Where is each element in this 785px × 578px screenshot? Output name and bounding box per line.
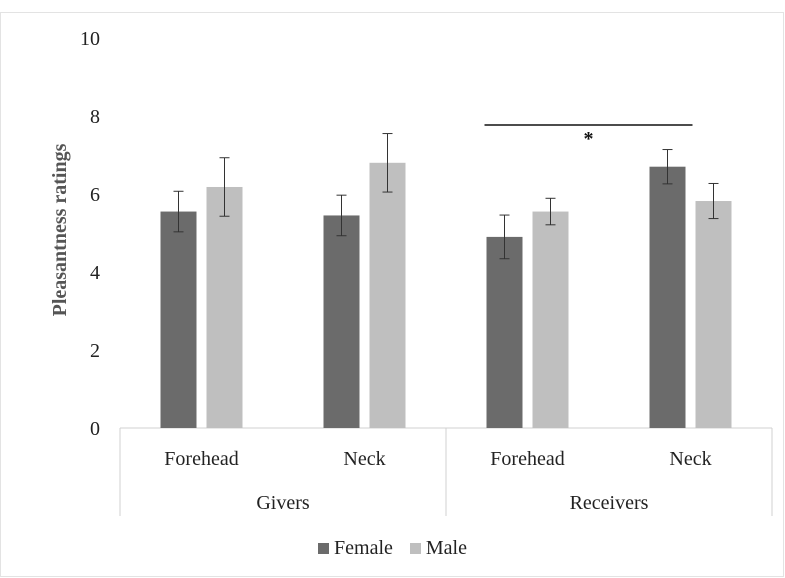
y-tick-label: 10 (80, 28, 100, 50)
x-axis: Givers Receivers (119, 427, 773, 516)
y-tick-label: 8 (90, 106, 100, 128)
y-axis-title: Pleasantness ratings (49, 143, 71, 316)
legend-label-female: Female (334, 537, 393, 559)
significance-star: * (584, 128, 594, 150)
group-label: Receivers (570, 492, 649, 514)
bars (160, 162, 732, 429)
category-label: Neck (343, 448, 385, 470)
category-label: Neck (669, 448, 711, 470)
x-category-labels: Forehead Neck Forehead Neck (164, 448, 711, 470)
bar-male (369, 162, 406, 429)
legend-item-male: Male (409, 537, 467, 560)
legend-item-female: Female (318, 537, 393, 560)
bar-male (532, 211, 569, 428)
group-label: Givers (256, 492, 310, 514)
category-label: Forehead (490, 448, 564, 470)
y-tick-label: 0 (90, 418, 100, 440)
significance-annotation: * (484, 124, 693, 150)
error-bars (173, 133, 719, 260)
y-tick-label: 6 (90, 184, 100, 206)
legend-swatch-male (409, 543, 421, 554)
bar-female (323, 215, 360, 428)
legend: Female Male (0, 537, 785, 560)
y-tick-label: 2 (90, 340, 100, 362)
bar-female (486, 236, 523, 428)
bar-female (649, 166, 686, 428)
bar-male (695, 201, 732, 428)
y-axis: 0 2 4 6 8 10 (80, 28, 100, 440)
bar-male (206, 186, 243, 428)
category-label: Forehead (164, 448, 238, 470)
legend-label-male: Male (425, 537, 467, 559)
y-tick-label: 4 (90, 262, 100, 284)
legend-swatch-female (318, 543, 330, 554)
bar-female (160, 211, 197, 428)
